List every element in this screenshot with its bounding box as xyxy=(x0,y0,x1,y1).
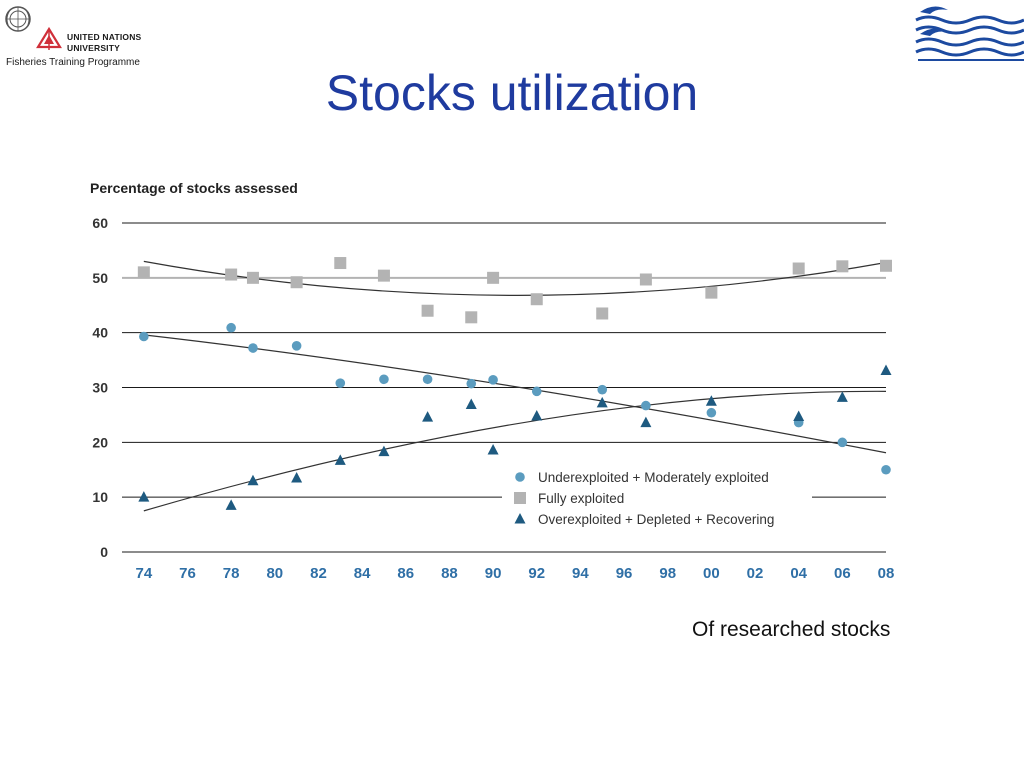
data-point-circle xyxy=(881,464,891,475)
org-name-line1: UNITED NATIONS xyxy=(67,32,142,42)
gridlines xyxy=(122,222,886,553)
x-tick-label: 98 xyxy=(659,565,676,582)
x-tick-label: 86 xyxy=(397,565,414,582)
data-point-square xyxy=(639,273,652,286)
data-point-circle xyxy=(335,378,346,388)
slide-title: Stocks utilization xyxy=(325,65,699,121)
data-points xyxy=(137,257,892,510)
y-tick-label: 60 xyxy=(92,215,108,231)
data-point-triangle xyxy=(531,410,543,421)
y-tick-label: 50 xyxy=(92,270,108,286)
y-tick-label: 0 xyxy=(100,544,108,560)
chart-title: Percentage of stocks assessed xyxy=(90,180,298,196)
data-point-circle xyxy=(466,378,477,389)
data-point-circle xyxy=(226,322,236,333)
data-point-square xyxy=(487,271,500,284)
stocks-chart: Percentage of stocks assessed 0 10 20 30 40 5… xyxy=(90,180,894,582)
data-point-square xyxy=(137,266,150,279)
x-tick-label: 84 xyxy=(354,565,371,582)
data-point-square xyxy=(246,271,259,284)
program-name: Fisheries Training Programme xyxy=(6,57,140,68)
x-tick-label: 06 xyxy=(834,565,851,582)
fish-waves-logo-icon xyxy=(915,6,1024,61)
x-tick-label: 94 xyxy=(572,565,589,582)
x-tick-label: 08 xyxy=(878,565,895,582)
data-point-triangle xyxy=(291,471,303,483)
data-point-square xyxy=(290,276,303,289)
data-point-triangle xyxy=(138,491,150,502)
x-tick-label: 88 xyxy=(441,565,458,582)
legend: Underexploited + Moderately exploited Ful… xyxy=(502,463,812,531)
data-point-triangle xyxy=(705,395,717,406)
axis-ticks: 0 10 20 30 40 50 60 74 76 78 80 82 84 86 88 90 92 94 96 98 0… xyxy=(92,215,894,582)
data-point-circle xyxy=(139,331,149,342)
data-point-circle xyxy=(706,407,717,418)
un-emblem-icon xyxy=(5,6,31,32)
x-tick-label: 02 xyxy=(747,565,764,582)
uu-emblem-icon xyxy=(36,27,62,50)
x-tick-label: 90 xyxy=(485,565,502,582)
caption: Of researched stocks xyxy=(692,618,891,641)
x-tick-label: 04 xyxy=(790,565,807,582)
x-tick-label: 80 xyxy=(266,565,283,582)
data-point-triangle xyxy=(465,398,477,409)
data-point-square xyxy=(334,257,347,270)
x-tick-label: 78 xyxy=(223,565,240,582)
data-point-triangle xyxy=(487,444,499,455)
data-point-circle xyxy=(641,400,651,411)
data-point-triangle xyxy=(422,411,434,422)
data-point-circle xyxy=(488,375,498,385)
legend-label: Fully exploited xyxy=(538,491,624,506)
y-tick-label: 20 xyxy=(92,434,108,450)
data-point-triangle xyxy=(334,454,346,465)
data-point-square xyxy=(705,286,718,299)
data-point-circle xyxy=(837,437,848,448)
data-point-circle xyxy=(248,343,258,353)
data-point-circle xyxy=(379,374,389,385)
data-point-square xyxy=(836,260,849,273)
data-point-square xyxy=(530,293,543,306)
x-tick-label: 92 xyxy=(528,565,545,582)
x-tick-label: 96 xyxy=(616,565,633,582)
data-point-triangle xyxy=(596,396,608,408)
data-point-square xyxy=(421,304,434,317)
legend-symbol-square xyxy=(514,492,526,504)
x-tick-label: 74 xyxy=(135,565,152,582)
x-tick-label: 76 xyxy=(179,565,196,582)
data-point-triangle xyxy=(247,474,259,486)
data-point-circle xyxy=(291,341,302,351)
data-point-square xyxy=(596,307,609,320)
data-point-square xyxy=(225,268,238,281)
legend-symbol-triangle xyxy=(514,513,526,524)
y-tick-label: 30 xyxy=(92,380,108,396)
y-tick-label: 10 xyxy=(92,489,108,505)
y-tick-label: 40 xyxy=(92,325,108,341)
data-point-triangle xyxy=(378,445,390,457)
legend-symbol-circle xyxy=(515,472,525,482)
data-point-square xyxy=(377,269,390,282)
data-point-triangle xyxy=(836,391,848,402)
data-point-circle xyxy=(422,374,433,385)
legend-label: Overexploited + Depleted + Recovering xyxy=(538,512,774,527)
data-point-triangle xyxy=(880,364,892,376)
data-point-square xyxy=(792,262,805,275)
data-point-triangle xyxy=(225,499,237,510)
data-point-triangle xyxy=(640,416,652,428)
data-point-circle xyxy=(531,386,542,397)
legend-background xyxy=(502,463,812,531)
legend-label: Underexploited + Moderately exploited xyxy=(538,470,769,485)
data-point-square xyxy=(465,311,478,324)
org-name-line2: UNIVERSITY xyxy=(67,43,121,53)
x-tick-label: 82 xyxy=(310,565,327,582)
x-tick-label: 00 xyxy=(703,565,720,582)
un-university-logo: UNITED NATIONS UNIVERSITY Fisheries Trai… xyxy=(0,0,160,76)
data-point-triangle xyxy=(793,410,805,422)
data-point-square xyxy=(880,259,892,272)
data-point-circle xyxy=(597,384,608,395)
